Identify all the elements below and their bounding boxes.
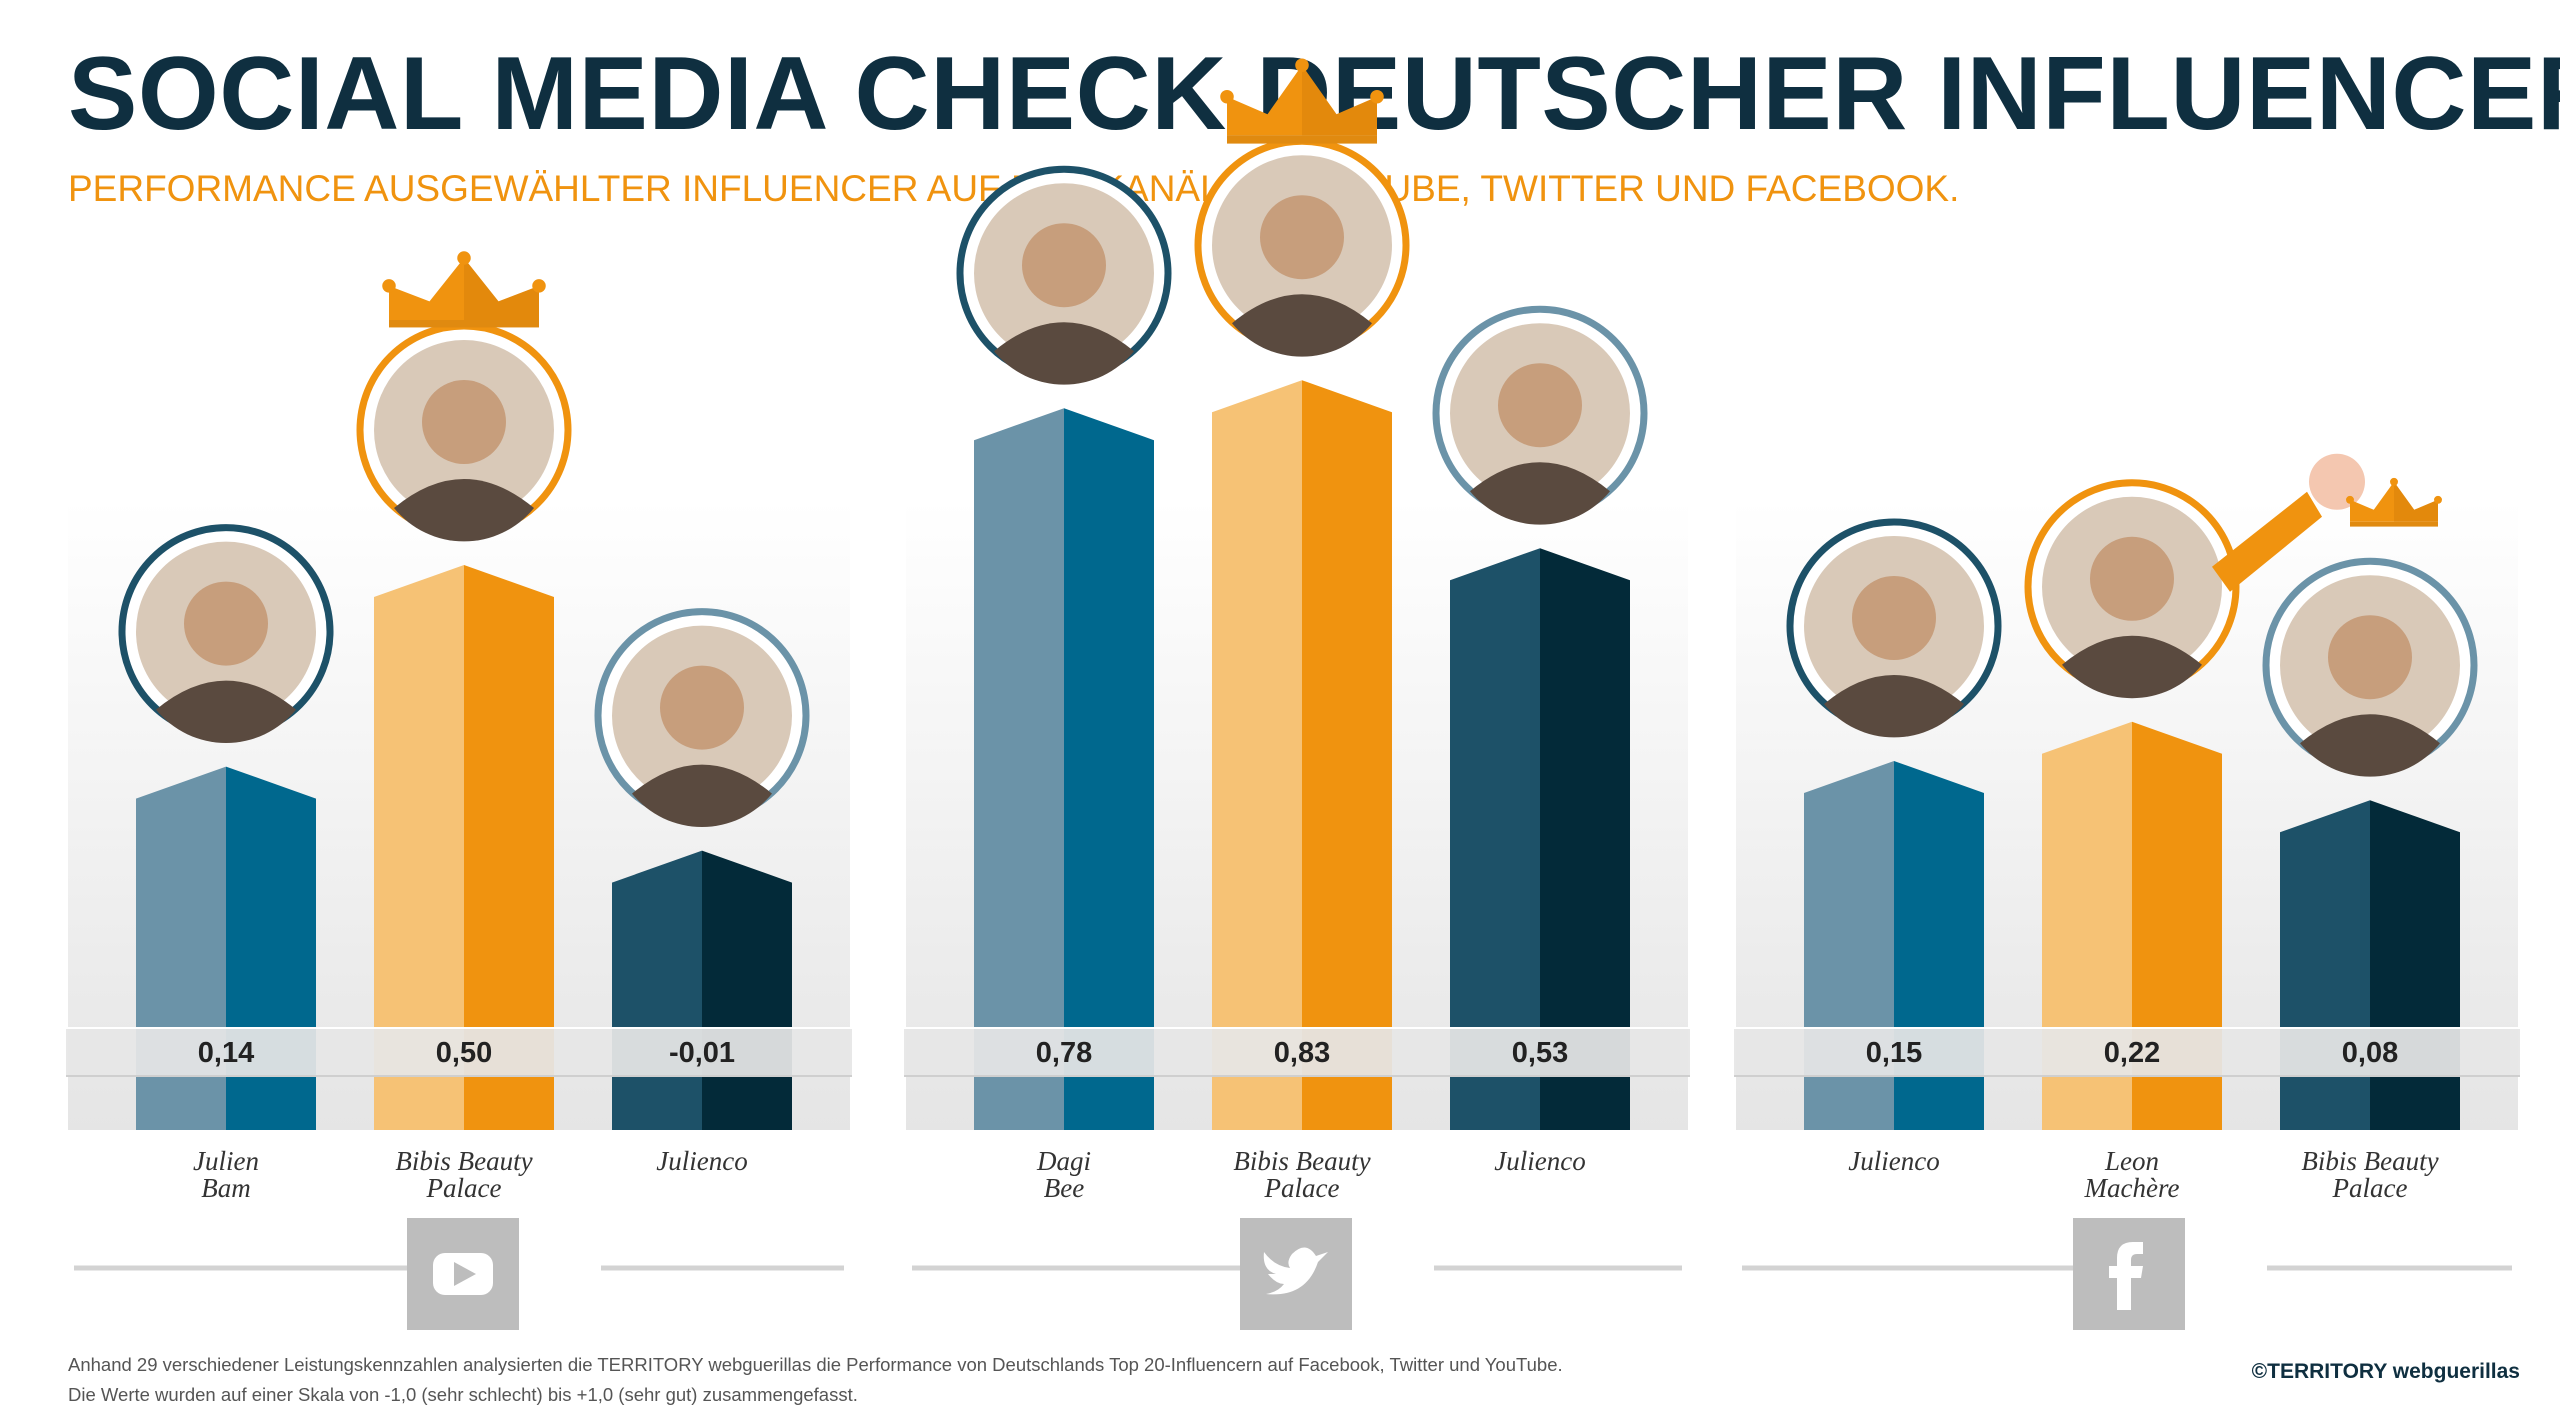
bar-dagi-bee — [974, 408, 1154, 1130]
bar-bibis-beauty-palace — [2280, 800, 2460, 1130]
chart-panel-twitter: 0,78 Dagi Bee 0,83 Bibis Beauty Palace 0,53 Jul… — [904, 58, 1690, 1330]
avatar-leon-machere — [2024, 479, 2240, 699]
influencer-chart: 0,14 Julien Bam 0,50 Bibis Beauty Palace -0,01… — [66, 58, 2520, 1330]
copyright: ©TERRITORY webguerillas — [2251, 1360, 2520, 1383]
value-label: 0,50 — [436, 1037, 492, 1069]
bar-face-left — [374, 565, 464, 1130]
avatar-julienco — [1786, 518, 2002, 738]
name-label: Bibis Beauty Palace — [2301, 1146, 2438, 1203]
value-label: 0,53 — [1512, 1037, 1568, 1069]
bar-face-left — [1212, 380, 1302, 1130]
bar-bibis-beauty-palace — [1212, 380, 1392, 1130]
name-label: Julienco — [656, 1146, 747, 1176]
chart-panel-youtube: 0,14 Julien Bam 0,50 Bibis Beauty Palace -0,01… — [66, 251, 852, 1330]
name-label: Leon Machère — [2084, 1146, 2180, 1203]
bar-face-left — [1450, 548, 1540, 1130]
value-label: 0,83 — [1274, 1037, 1330, 1069]
youtube-icon — [407, 1218, 519, 1330]
avatar-julien-bam — [118, 524, 334, 744]
value-band — [904, 1028, 1690, 1076]
chart-panel-facebook: 0,15 Julienco 0,22 Leon Machère 0,08 Bibis Bea… — [1734, 453, 2520, 1330]
bar-julienco — [1450, 548, 1630, 1130]
value-label: 0,15 — [1866, 1037, 1922, 1069]
avatar-bibis-beauty-palace — [1194, 58, 1410, 357]
value-label: -0,01 — [669, 1037, 735, 1069]
value-label: 0,22 — [2104, 1037, 2160, 1069]
value-band — [66, 1028, 852, 1076]
footnote-line-1: Anhand 29 verschiedener Leistungskennzah… — [68, 1354, 1563, 1375]
value-band — [1734, 1028, 2520, 1076]
bar-face-left — [974, 408, 1064, 1130]
bar-face-left — [2280, 800, 2370, 1130]
avatar-dagi-bee — [956, 165, 1172, 385]
avatar-julienco — [1432, 305, 1648, 525]
name-label: Julienco — [1848, 1146, 1939, 1176]
name-label: Julien Bam — [193, 1146, 259, 1203]
bar-bibis-beauty-palace — [374, 565, 554, 1130]
bar-face-right — [1302, 380, 1392, 1130]
facebook-icon — [2073, 1218, 2185, 1330]
value-label: 0,78 — [1036, 1037, 1092, 1069]
value-label: 0,08 — [2342, 1037, 2398, 1069]
bar-face-right — [702, 850, 792, 1130]
crown-icon — [2346, 477, 2442, 527]
bar-face-left — [612, 850, 702, 1130]
footnote: Anhand 29 verschiedener Leistungskennzah… — [68, 1350, 1563, 1410]
avatar-bibis-beauty-palace — [2262, 557, 2478, 777]
avatar-julienco — [594, 608, 810, 828]
bar-face-right — [2370, 800, 2460, 1130]
avatar-bibis-beauty-palace — [356, 251, 572, 542]
crown-icon — [1220, 58, 1384, 144]
footnote-line-2: Die Werte wurden auf einer Skala von -1,… — [68, 1384, 858, 1405]
name-label: Julienco — [1494, 1146, 1585, 1176]
name-label: Dagi Bee — [1036, 1146, 1091, 1203]
bar-face-right — [1064, 408, 1154, 1130]
bar-face-right — [1540, 548, 1630, 1130]
bar-face-right — [464, 565, 554, 1130]
twitter-icon — [1240, 1218, 1352, 1330]
crown-icon — [382, 251, 546, 328]
name-label: Bibis Beauty Palace — [1233, 1146, 1370, 1203]
hand-crown-icon — [2212, 453, 2442, 592]
value-label: 0,14 — [198, 1037, 254, 1069]
name-label: Bibis Beauty Palace — [395, 1146, 532, 1203]
bar-julienco — [612, 850, 792, 1130]
